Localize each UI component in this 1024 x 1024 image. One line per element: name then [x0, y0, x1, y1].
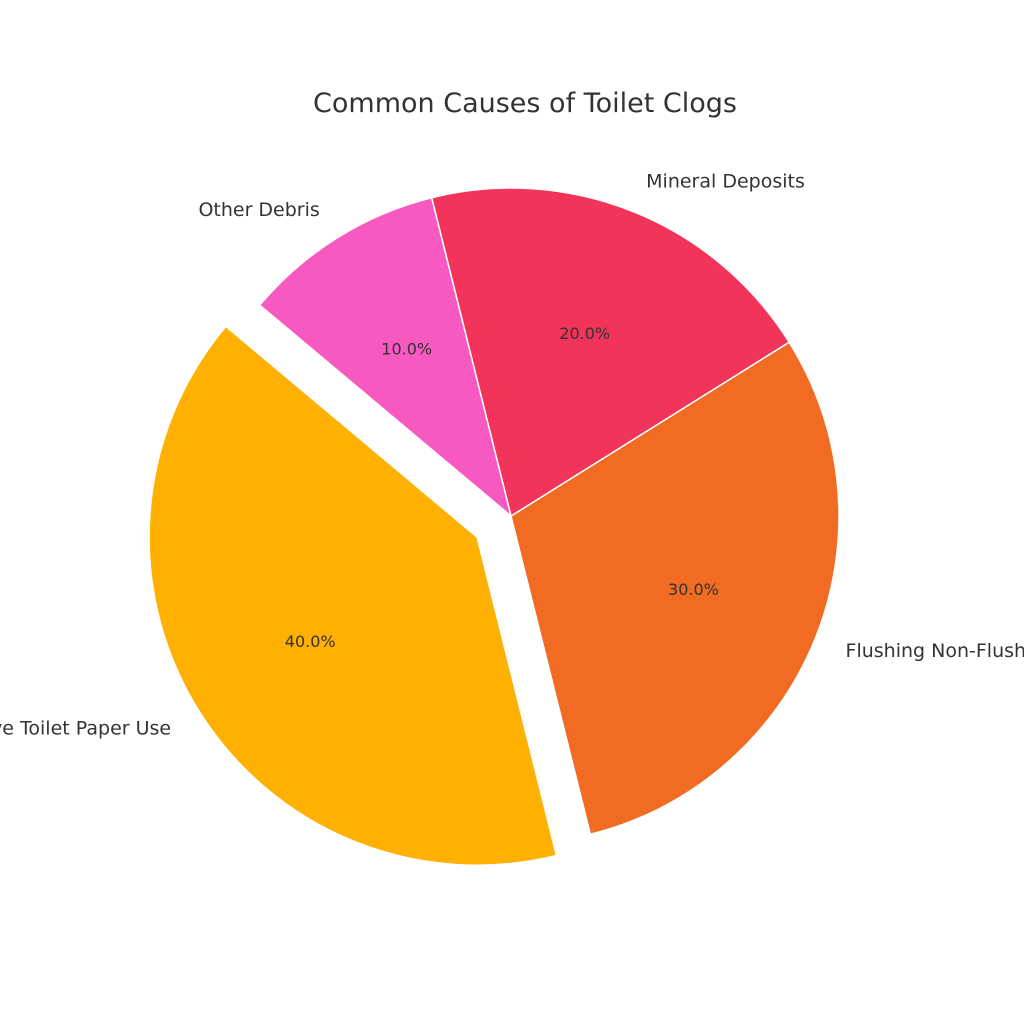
percent-label-flushing-non-flushables: 30.0%: [668, 580, 719, 599]
percent-label-other-debris: 10.0%: [381, 340, 432, 359]
slices-layer: [148, 187, 840, 866]
pie-slice-excessive-toilet-paper-use: [148, 325, 558, 866]
category-label-excessive-toilet-paper-use: Excessive Toilet Paper Use: [0, 717, 171, 739]
percent-label-mineral-deposits: 20.0%: [559, 324, 610, 343]
chart-title: Common Causes of Toilet Clogs: [313, 88, 737, 119]
category-label-other-debris: Other Debris: [198, 199, 319, 221]
labels-layer: 40.0% Excessive Toilet Paper Use 30.0% Flus…: [0, 170, 1024, 739]
pie-slice-other-debris: [258, 196, 513, 519]
pie-slice-mineral-deposits: [430, 187, 791, 518]
category-label-mineral-deposits: Mineral Deposits: [646, 170, 805, 192]
category-label-flushing-non-flushables: Flushing Non-Flushables: [846, 640, 1024, 662]
percent-label-excessive-toilet-paper-use: 40.0%: [285, 632, 336, 651]
